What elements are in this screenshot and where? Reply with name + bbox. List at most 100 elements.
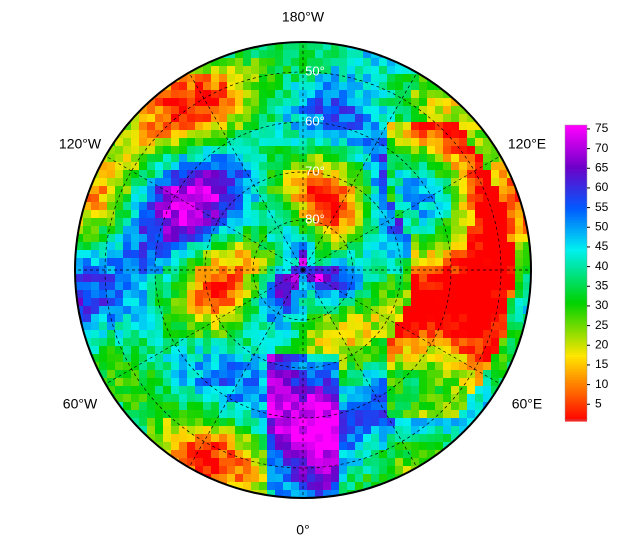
- field-cell: [315, 178, 323, 186]
- field-cell: [283, 402, 291, 410]
- field-cell: [339, 298, 347, 306]
- field-cell: [219, 130, 227, 138]
- field-cell: [339, 394, 347, 402]
- field-cell: [203, 258, 211, 266]
- field-cell: [475, 394, 483, 402]
- field-cell: [339, 234, 347, 242]
- field-cell: [451, 362, 459, 370]
- field-cell: [291, 418, 299, 426]
- field-cell: [115, 162, 123, 170]
- field-cell: [459, 298, 467, 306]
- field-cell: [267, 82, 275, 90]
- field-cell: [475, 346, 483, 354]
- field-cell: [203, 346, 211, 354]
- field-cell: [235, 474, 243, 482]
- field-cell: [379, 418, 387, 426]
- field-cell: [195, 178, 203, 186]
- field-cell: [475, 154, 483, 162]
- field-cell: [91, 218, 99, 226]
- colorbar-swatch: [565, 249, 587, 252]
- field-cell: [379, 290, 387, 298]
- field-cell: [227, 194, 235, 202]
- field-cell: [187, 282, 195, 290]
- field-cell: [355, 298, 363, 306]
- field-cell: [267, 42, 275, 50]
- field-cell: [83, 218, 91, 226]
- field-cell: [267, 290, 275, 298]
- field-cell: [235, 458, 243, 466]
- field-cell: [411, 242, 419, 250]
- field-cell: [171, 426, 179, 434]
- field-cell: [419, 170, 427, 178]
- field-cell: [315, 146, 323, 154]
- field-cell: [123, 386, 131, 394]
- field-cell: [339, 170, 347, 178]
- field-cell: [115, 242, 123, 250]
- field-cell: [275, 58, 283, 66]
- field-cell: [427, 322, 435, 330]
- meridian: [302, 155, 501, 271]
- field-cell: [515, 242, 523, 250]
- field-cell: [355, 450, 363, 458]
- field-cell: [315, 378, 323, 386]
- field-cell: [315, 154, 323, 162]
- field-cell: [411, 202, 419, 210]
- field-cell: [355, 234, 363, 242]
- field-cell: [355, 178, 363, 186]
- field-cell: [379, 242, 387, 250]
- field-cell: [515, 306, 523, 314]
- colorbar-swatch: [565, 411, 587, 414]
- field-cell: [147, 130, 155, 138]
- field-cell: [395, 218, 403, 226]
- field-cell: [435, 442, 443, 450]
- colorbar-swatch: [565, 201, 587, 204]
- field-cell: [83, 242, 91, 250]
- field-cell: [395, 82, 403, 90]
- field-cell: [467, 258, 475, 266]
- colorbar-swatch: [565, 235, 587, 238]
- field-cell: [435, 98, 443, 106]
- field-cell: [235, 242, 243, 250]
- field-cell: [371, 282, 379, 290]
- field-cell: [123, 338, 131, 346]
- field-cell: [443, 154, 451, 162]
- field-cell: [499, 250, 507, 258]
- colorbar-tick-label: 65: [595, 160, 609, 174]
- field-cell: [315, 130, 323, 138]
- field-cell: [315, 298, 323, 306]
- field-cell: [371, 186, 379, 194]
- field-cell: [339, 114, 347, 122]
- colorbar-swatch: [565, 137, 587, 140]
- field-cell: [427, 370, 435, 378]
- field-cell: [491, 306, 499, 314]
- field-cell: [251, 482, 259, 490]
- field-cell: [91, 298, 99, 306]
- colorbar-swatch: [565, 263, 587, 266]
- field-cell: [515, 290, 523, 298]
- field-cell: [451, 234, 459, 242]
- field-cell: [507, 330, 515, 338]
- field-cell: [363, 290, 371, 298]
- field-cell: [515, 314, 523, 322]
- field-cell: [347, 130, 355, 138]
- field-cell: [387, 162, 395, 170]
- field-cell: [379, 90, 387, 98]
- field-cell: [163, 258, 171, 266]
- field-cell: [459, 202, 467, 210]
- field-cell: [107, 306, 115, 314]
- field-cell: [427, 82, 435, 90]
- field-cell: [523, 274, 531, 282]
- field-cell: [387, 290, 395, 298]
- field-cell: [187, 202, 195, 210]
- field-cell: [203, 298, 211, 306]
- field-cell: [163, 434, 171, 442]
- field-cell: [387, 394, 395, 402]
- field-cell: [219, 274, 227, 282]
- field-cell: [451, 106, 459, 114]
- field-cell: [379, 346, 387, 354]
- meridian: [105, 155, 304, 271]
- field-cell: [275, 442, 283, 450]
- lat-label: 50°: [305, 63, 325, 78]
- field-cell: [395, 354, 403, 362]
